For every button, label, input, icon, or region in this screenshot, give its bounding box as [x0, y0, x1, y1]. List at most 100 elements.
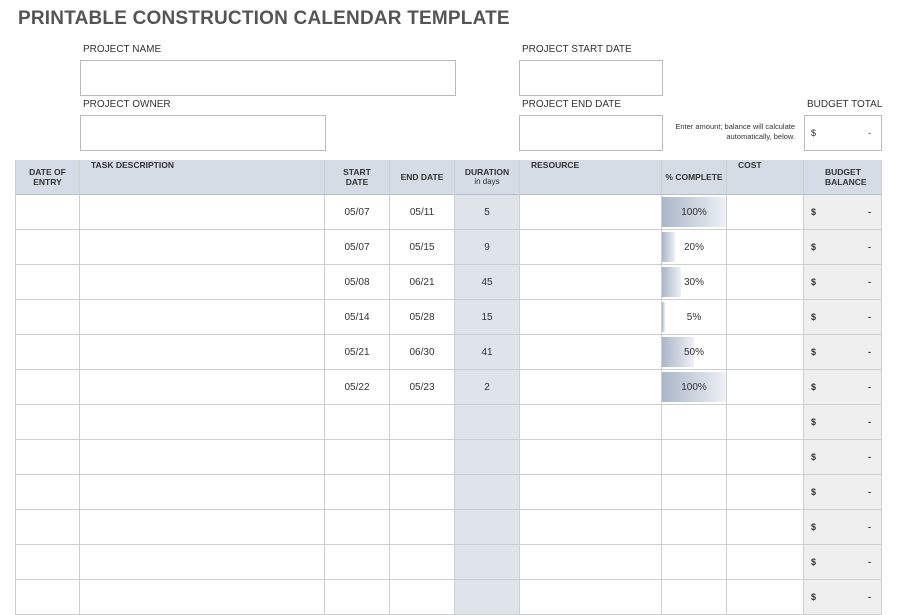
header-text: % COMPLETE	[665, 172, 723, 182]
cell: 06/21	[390, 265, 455, 300]
cell	[727, 335, 804, 370]
cell: 05/22	[325, 370, 390, 405]
input-box[interactable]	[519, 60, 663, 96]
currency: $	[811, 592, 817, 602]
cell: $ -	[804, 440, 882, 475]
cell	[662, 475, 727, 510]
column-header: % COMPLETE	[662, 160, 727, 195]
cell	[727, 405, 804, 440]
label: PROJECT OWNER	[83, 99, 171, 110]
currency: $	[811, 557, 817, 567]
balance: -	[868, 312, 871, 322]
column-header: START DATE	[325, 160, 390, 195]
input-box[interactable]: $ -	[804, 115, 882, 151]
percent: 30%	[683, 276, 704, 288]
cell	[80, 265, 325, 300]
progress-bar	[662, 232, 675, 262]
progress-bar	[662, 372, 726, 402]
cell	[520, 335, 662, 370]
label: PROJECT START DATE	[522, 44, 632, 55]
balance: -	[868, 347, 871, 357]
cell	[390, 475, 455, 510]
cell	[727, 510, 804, 545]
cell: $ -	[804, 475, 882, 510]
cell	[727, 545, 804, 580]
balance: -	[868, 207, 871, 217]
column-header: TASK DESCRIPTION	[80, 160, 325, 195]
balance: -	[868, 522, 871, 532]
cell: 05/08	[325, 265, 390, 300]
cell	[390, 405, 455, 440]
cell: $ -	[804, 230, 882, 265]
cell	[80, 440, 325, 475]
percent: 50%	[683, 346, 704, 358]
cell: 5%	[662, 300, 727, 335]
cell: 05/15	[390, 230, 455, 265]
cell	[325, 440, 390, 475]
input-box[interactable]	[80, 60, 456, 96]
cell	[15, 230, 80, 265]
cell	[662, 440, 727, 475]
cell	[520, 300, 662, 335]
end-date: 05/23	[409, 381, 435, 393]
cell	[80, 195, 325, 230]
currency: $	[811, 207, 817, 217]
cell: 50%	[662, 335, 727, 370]
duration: 2	[484, 381, 490, 393]
header-text: DATE OF ENTRY	[29, 167, 66, 187]
cell	[390, 510, 455, 545]
cell	[325, 405, 390, 440]
cell: 05/21	[325, 335, 390, 370]
cell	[727, 580, 804, 615]
cell	[390, 440, 455, 475]
header-text: COST	[738, 160, 762, 170]
cell	[520, 370, 662, 405]
amount: -	[868, 128, 871, 138]
header-text: START DATE	[343, 167, 371, 187]
cell	[455, 405, 520, 440]
cell	[15, 440, 80, 475]
start-date: 05/21	[344, 346, 370, 358]
cell: 41	[455, 335, 520, 370]
header-text: TASK DESCRIPTION	[91, 160, 174, 170]
duration: 9	[484, 241, 490, 253]
cell	[662, 545, 727, 580]
cell: 05/11	[390, 195, 455, 230]
percent: 100%	[681, 206, 707, 218]
cell	[727, 195, 804, 230]
balance: -	[868, 382, 871, 392]
input-box[interactable]	[80, 115, 326, 151]
label: BUDGET TOTAL	[807, 99, 883, 110]
cell: 100%	[662, 370, 727, 405]
cell	[662, 580, 727, 615]
cell	[15, 300, 80, 335]
cell	[520, 545, 662, 580]
cell	[80, 300, 325, 335]
cell	[80, 230, 325, 265]
cell: 06/30	[390, 335, 455, 370]
cell	[15, 195, 80, 230]
currency: $	[811, 522, 817, 532]
column-header: COST	[727, 160, 804, 195]
cell: $ -	[804, 195, 882, 230]
end-date: 05/28	[409, 311, 435, 323]
cell	[15, 405, 80, 440]
cell	[15, 265, 80, 300]
column-header: END DATE	[390, 160, 455, 195]
header-text: RESOURCE	[531, 160, 580, 170]
cell	[80, 405, 325, 440]
cell	[80, 545, 325, 580]
cell	[727, 440, 804, 475]
currency: $	[811, 242, 817, 252]
cell	[80, 335, 325, 370]
cell: 45	[455, 265, 520, 300]
cell: $ -	[804, 265, 882, 300]
cell: $ -	[804, 335, 882, 370]
cell	[520, 580, 662, 615]
cell: $ -	[804, 545, 882, 580]
cell	[455, 475, 520, 510]
cell: 100%	[662, 195, 727, 230]
input-box[interactable]	[519, 115, 663, 151]
page-title: PRINTABLE CONSTRUCTION CALENDAR TEMPLATE	[18, 8, 510, 29]
column-header: BUDGET BALANCE	[804, 160, 882, 195]
